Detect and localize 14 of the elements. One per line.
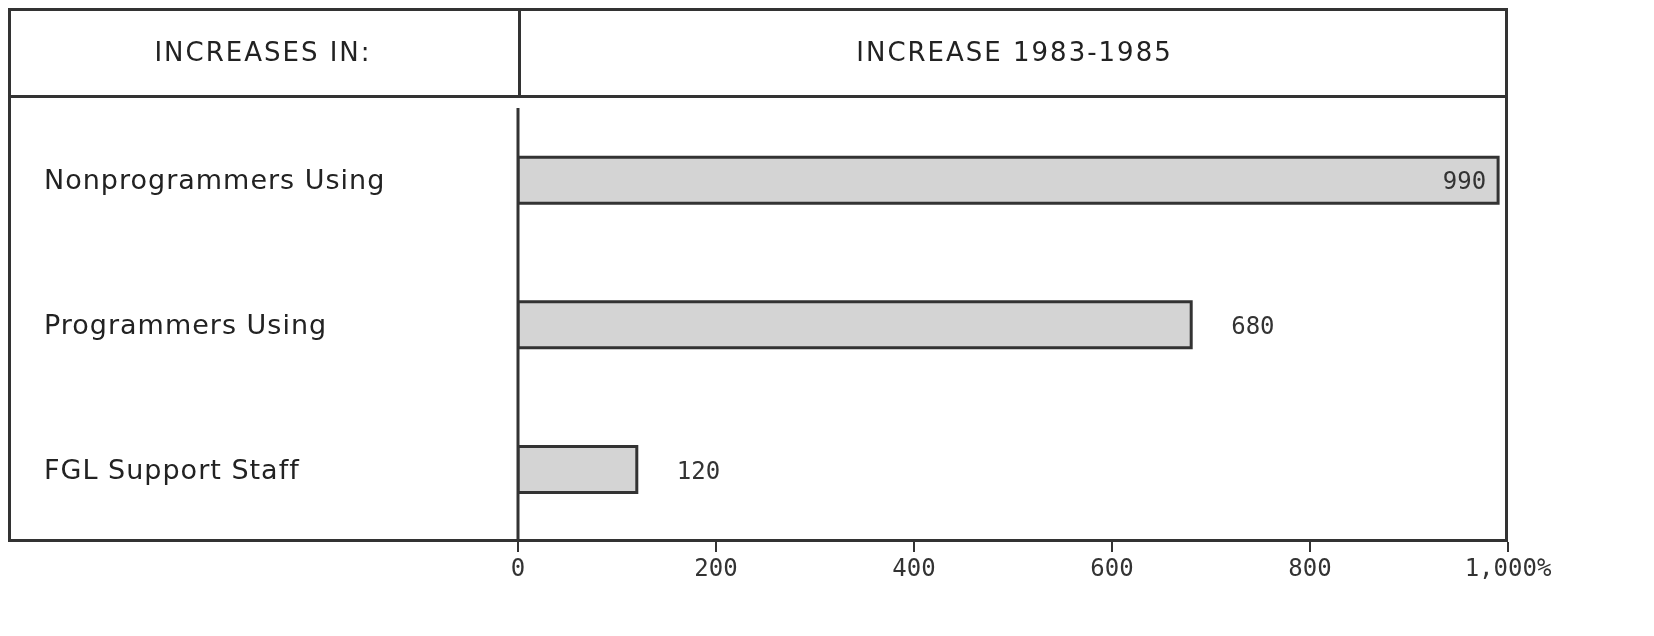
- x-tick-label: 800: [1288, 554, 1332, 582]
- x-tick-label: 200: [694, 554, 738, 582]
- x-tick-label: 1,000%: [1464, 554, 1552, 582]
- data-label: 680: [1231, 311, 1275, 340]
- y-tick-label: FGL Support Staff: [44, 453, 301, 485]
- x-tick-label: 600: [1090, 554, 1134, 582]
- x-tick-label: 0: [510, 554, 526, 582]
- x-tick-label: 400: [892, 554, 936, 582]
- data-label: 120: [676, 456, 721, 485]
- y-tick-label: Nonprogrammers Using: [44, 164, 386, 196]
- chart-title: INCREASE 1983-1985: [521, 8, 1508, 98]
- y-axis-title: INCREASES IN:: [8, 8, 521, 98]
- data-label: 990: [1442, 167, 1487, 196]
- y-tick-label: Programmers Using: [44, 309, 328, 340]
